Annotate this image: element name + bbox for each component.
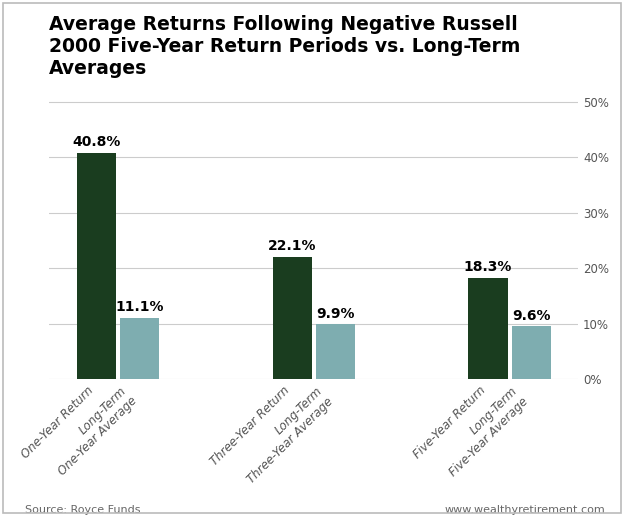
Bar xyxy=(316,324,355,379)
Text: 9.6%: 9.6% xyxy=(512,309,550,322)
Text: 40.8%: 40.8% xyxy=(72,136,120,150)
Text: Average Returns Following Negative Russell
2000 Five-Year Return Periods vs. Lon: Average Returns Following Negative Russe… xyxy=(49,15,520,78)
Bar xyxy=(77,153,116,379)
Text: www.wealthyretirement.com: www.wealthyretirement.com xyxy=(444,505,605,515)
Text: Source: Royce Funds: Source: Royce Funds xyxy=(25,505,140,515)
Text: 18.3%: 18.3% xyxy=(464,261,512,275)
Text: 22.1%: 22.1% xyxy=(268,239,316,253)
Bar xyxy=(469,278,507,379)
Bar xyxy=(120,318,159,379)
Text: 9.9%: 9.9% xyxy=(316,307,354,321)
Bar xyxy=(273,256,312,379)
Bar xyxy=(512,326,551,379)
Text: 11.1%: 11.1% xyxy=(115,300,163,314)
